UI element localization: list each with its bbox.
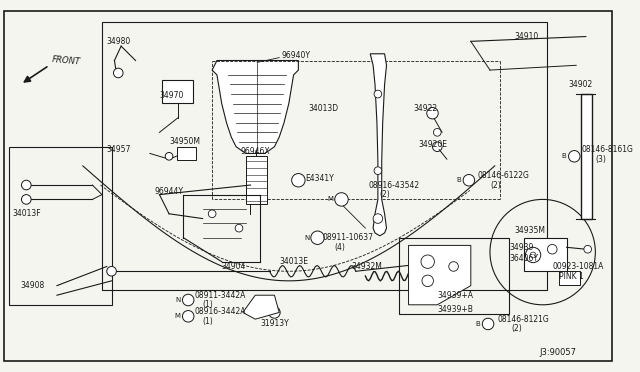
Text: (2): (2)	[490, 180, 500, 190]
Bar	[9, 147, 111, 305]
Text: 34939+A: 34939+A	[437, 291, 474, 300]
Circle shape	[107, 266, 116, 276]
Text: 96946X: 96946X	[241, 147, 271, 156]
Text: 34980: 34980	[107, 37, 131, 46]
Text: 34908: 34908	[20, 281, 45, 290]
Bar	[246, 156, 267, 204]
Text: 08911-10637: 08911-10637	[323, 233, 373, 242]
Text: 34920E: 34920E	[418, 140, 447, 149]
Text: 34939: 34939	[509, 243, 534, 252]
Text: 34950M: 34950M	[169, 137, 200, 147]
Polygon shape	[212, 61, 298, 153]
Circle shape	[208, 210, 216, 218]
Circle shape	[525, 247, 541, 263]
Bar	[177, 147, 196, 160]
Text: (2): (2)	[380, 190, 390, 199]
Circle shape	[269, 307, 280, 318]
Circle shape	[335, 193, 348, 206]
Bar	[524, 238, 566, 271]
Circle shape	[374, 90, 381, 98]
Text: FRONT: FRONT	[51, 55, 81, 66]
Text: (1): (1)	[203, 300, 213, 309]
Text: 96940Y: 96940Y	[281, 51, 310, 60]
Circle shape	[292, 174, 305, 187]
Text: 34013F: 34013F	[13, 209, 42, 218]
Circle shape	[422, 275, 433, 286]
Circle shape	[374, 167, 381, 174]
Circle shape	[235, 224, 243, 232]
Text: B: B	[456, 177, 461, 183]
Bar	[399, 238, 509, 314]
Circle shape	[311, 231, 324, 244]
Text: (2): (2)	[511, 324, 522, 333]
Text: 34902: 34902	[568, 80, 593, 89]
Text: 34922: 34922	[413, 104, 438, 113]
Text: 34970: 34970	[159, 92, 184, 100]
Text: 34957: 34957	[107, 145, 131, 154]
Text: 34910: 34910	[514, 32, 538, 41]
Text: 08911-3442A: 08911-3442A	[195, 291, 246, 300]
Text: 34904: 34904	[221, 262, 246, 271]
Text: 08146-6122G: 08146-6122G	[477, 171, 529, 180]
Text: B: B	[561, 153, 566, 159]
Text: 34939+B: 34939+B	[437, 305, 473, 314]
Bar	[163, 80, 193, 103]
Text: N: N	[305, 235, 310, 241]
Text: 08146-8121G: 08146-8121G	[498, 315, 549, 324]
Text: (4): (4)	[335, 243, 346, 252]
Text: J3:90057: J3:90057	[539, 348, 576, 357]
Text: (3): (3)	[595, 155, 606, 164]
Circle shape	[433, 128, 441, 136]
Bar	[102, 22, 547, 291]
Circle shape	[584, 246, 591, 253]
Text: 08916-3442A: 08916-3442A	[195, 307, 246, 316]
Text: 36406Y: 36406Y	[509, 254, 538, 263]
Text: 34013E: 34013E	[279, 257, 308, 266]
Text: (1): (1)	[203, 317, 213, 326]
Circle shape	[182, 294, 194, 306]
Text: 34932M: 34932M	[351, 262, 382, 271]
Polygon shape	[370, 54, 387, 236]
Circle shape	[433, 142, 442, 151]
Text: B: B	[475, 321, 480, 327]
Text: 34013D: 34013D	[308, 104, 338, 113]
Circle shape	[483, 318, 494, 330]
Circle shape	[22, 195, 31, 204]
Text: 34935M: 34935M	[515, 225, 546, 235]
Bar	[581, 94, 593, 219]
Circle shape	[22, 180, 31, 190]
Circle shape	[530, 252, 536, 258]
Polygon shape	[243, 295, 279, 319]
Circle shape	[463, 174, 475, 186]
Text: 31913Y: 31913Y	[260, 320, 289, 328]
Text: E4341Y: E4341Y	[305, 174, 334, 183]
Circle shape	[547, 244, 557, 254]
Text: N: N	[175, 297, 180, 303]
Text: M: M	[175, 313, 180, 319]
Text: 08146-8161G: 08146-8161G	[582, 145, 634, 154]
Circle shape	[421, 255, 435, 268]
Polygon shape	[408, 246, 471, 305]
Bar	[559, 271, 580, 285]
Text: 96944Y: 96944Y	[155, 187, 184, 196]
Circle shape	[165, 153, 173, 160]
Text: 08916-43542: 08916-43542	[368, 180, 419, 190]
Circle shape	[113, 68, 123, 78]
Circle shape	[568, 151, 580, 162]
Text: M: M	[327, 196, 333, 202]
Circle shape	[449, 262, 458, 271]
Text: 00923-1081A: 00923-1081A	[552, 262, 604, 271]
Circle shape	[182, 311, 194, 322]
Circle shape	[427, 108, 438, 119]
Circle shape	[373, 214, 383, 223]
Text: PINK 1: PINK 1	[559, 272, 584, 280]
